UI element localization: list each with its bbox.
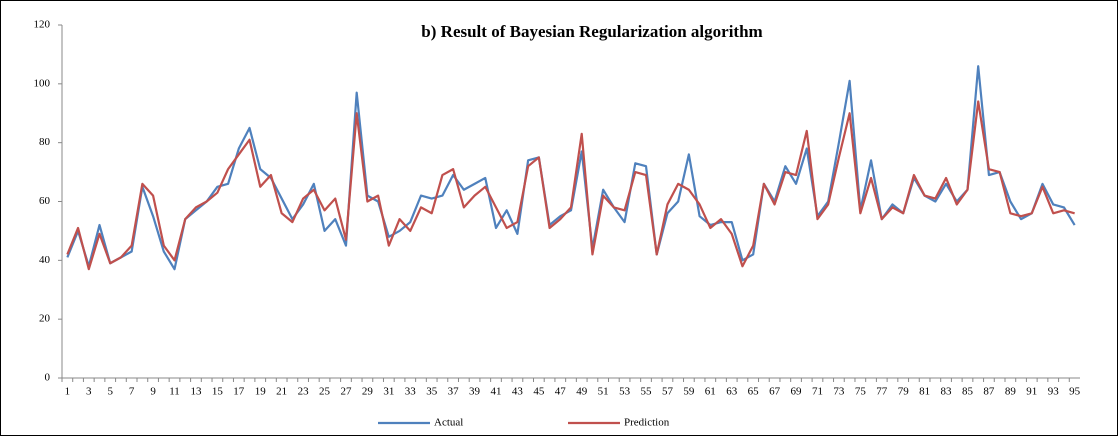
x-tick-label: 45 [533, 386, 545, 398]
y-tick-label: 120 [34, 19, 51, 31]
x-tick-label: 19 [255, 386, 267, 398]
x-tick-label: 51 [598, 386, 609, 398]
y-tick-label: 40 [39, 254, 51, 266]
x-tick-label: 57 [662, 386, 674, 398]
x-tick-label: 3 [86, 386, 92, 398]
x-tick-label: 61 [705, 386, 716, 398]
x-tick-label: 95 [1069, 386, 1081, 398]
y-tick-label: 80 [39, 136, 51, 148]
x-tick-label: 49 [576, 386, 588, 398]
x-tick-label: 77 [876, 386, 888, 398]
x-tick-label: 29 [362, 386, 374, 398]
x-tick-label: 5 [107, 386, 113, 398]
x-tick-label: 93 [1048, 386, 1060, 398]
x-tick-label: 71 [812, 386, 823, 398]
x-tick-label: 23 [298, 386, 310, 398]
series-line [66, 100, 1075, 271]
x-tick-label: 15 [212, 386, 224, 398]
x-tick-label: 37 [448, 386, 460, 398]
x-tick-label: 89 [1005, 386, 1017, 398]
x-tick-label: 39 [469, 386, 481, 398]
x-tick-label: 35 [426, 386, 438, 398]
x-tick-label: 81 [919, 386, 930, 398]
x-tick-label: 1 [65, 386, 71, 398]
x-tick-label: 11 [169, 386, 180, 398]
x-tick-label: 79 [898, 386, 910, 398]
x-tick-label: 87 [983, 386, 995, 398]
x-tick-label: 9 [150, 386, 156, 398]
x-tick-label: 63 [726, 386, 738, 398]
x-tick-label: 53 [619, 386, 631, 398]
x-tick-label: 59 [683, 386, 695, 398]
x-tick-label: 13 [190, 386, 202, 398]
y-tick-label: 60 [39, 195, 51, 207]
x-tick-label: 85 [962, 386, 974, 398]
x-tick-label: 25 [319, 386, 331, 398]
x-tick-label: 69 [791, 386, 803, 398]
chart-title: b) Result of Bayesian Regularization alg… [421, 22, 762, 41]
x-tick-label: 65 [748, 386, 760, 398]
x-tick-label: 21 [276, 386, 287, 398]
x-tick-label: 17 [233, 386, 245, 398]
x-tick-label: 27 [340, 386, 352, 398]
y-tick-label: 100 [34, 77, 51, 89]
x-tick-label: 41 [490, 386, 501, 398]
legend-label: Prediction [624, 417, 670, 429]
x-tick-label: 73 [833, 386, 845, 398]
x-tick-label: 31 [383, 386, 394, 398]
y-tick-label: 0 [45, 372, 51, 384]
x-tick-label: 43 [512, 386, 524, 398]
x-tick-label: 47 [555, 386, 567, 398]
x-tick-label: 75 [855, 386, 867, 398]
x-tick-label: 55 [641, 386, 653, 398]
x-tick-label: 7 [129, 386, 135, 398]
x-tick-label: 83 [941, 386, 953, 398]
legend-label: Actual [434, 417, 463, 429]
x-tick-label: 91 [1026, 386, 1037, 398]
y-tick-label: 20 [39, 313, 51, 325]
x-tick-label: 33 [405, 386, 417, 398]
x-tick-label: 67 [769, 386, 781, 398]
